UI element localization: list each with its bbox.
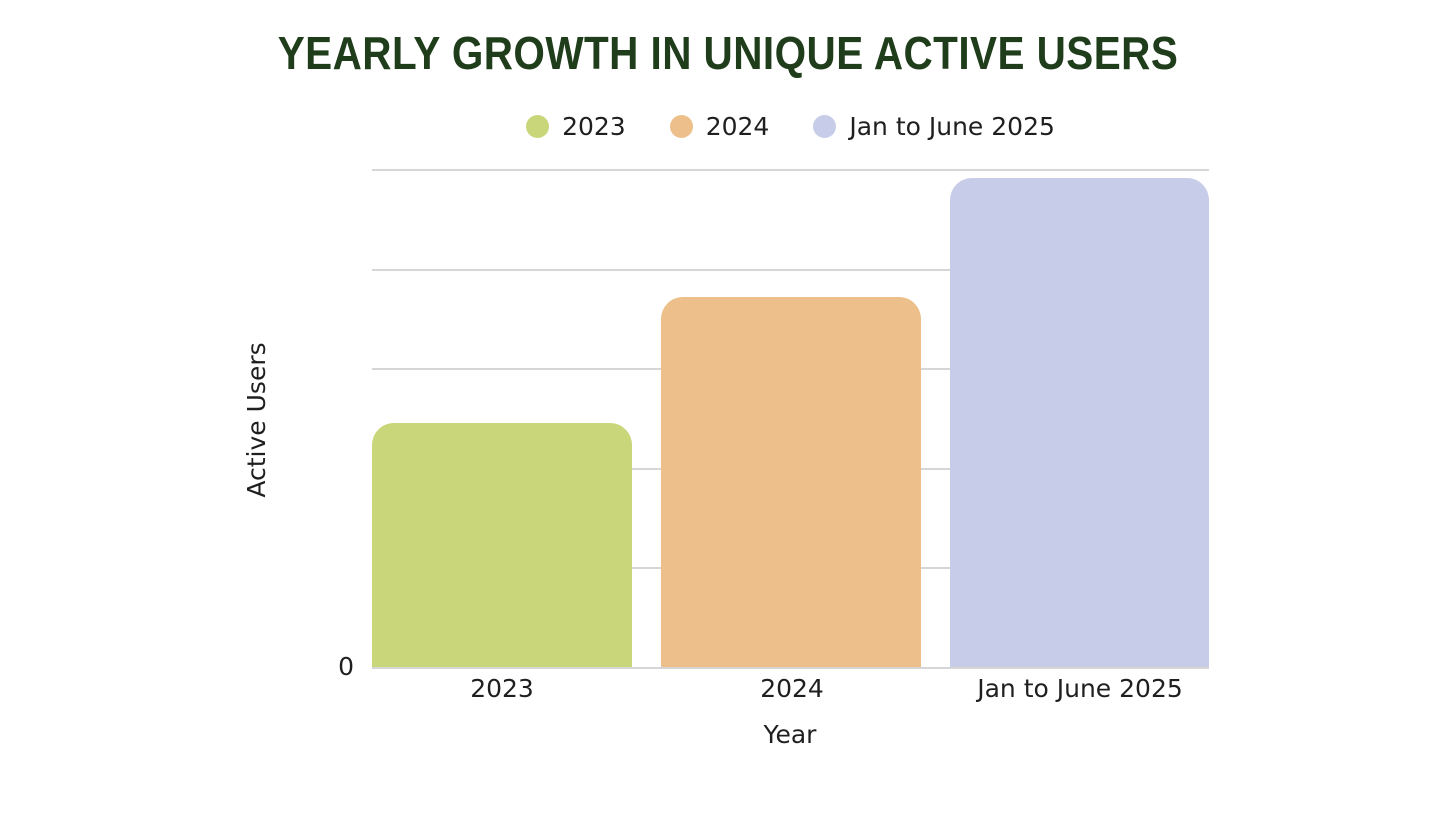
legend-swatch-2025-icon: [813, 114, 837, 138]
legend-label-2025: Jan to June 2025: [849, 111, 1055, 141]
legend-label-2024: 2024: [705, 111, 770, 141]
legend: 2023 2024 Jan to June 2025: [372, 106, 1209, 146]
legend-item-2025: Jan to June 2025: [813, 112, 1055, 141]
legend-swatch-2024-icon: [669, 114, 693, 138]
x-tick-2023: 2023: [470, 674, 534, 703]
legend-swatch-2023-icon: [526, 114, 550, 138]
y-tick-0: 0: [338, 652, 354, 681]
y-axis-title: Active Users: [242, 342, 271, 498]
legend-label-2023: 2023: [562, 111, 626, 141]
x-tick-2024: 2024: [760, 674, 824, 703]
plot-area: [372, 169, 1209, 669]
gridline: [372, 268, 1209, 271]
bar-jan-to-june-2025: [950, 177, 1209, 667]
bar-2024: [661, 296, 921, 667]
gridline: [372, 667, 1209, 669]
bar-2023: [372, 422, 632, 667]
legend-item-2023: 2023: [526, 112, 626, 141]
chart-title: YEARLY GROWTH IN UNIQUE ACTIVE USERS: [277, 27, 1179, 79]
gridline: [372, 169, 1209, 171]
x-tick-jan-to-june-2025: Jan to June 2025: [977, 674, 1183, 703]
x-axis-title: Year: [763, 720, 817, 749]
bars: [372, 169, 1209, 667]
legend-item-2024: 2024: [669, 111, 770, 141]
